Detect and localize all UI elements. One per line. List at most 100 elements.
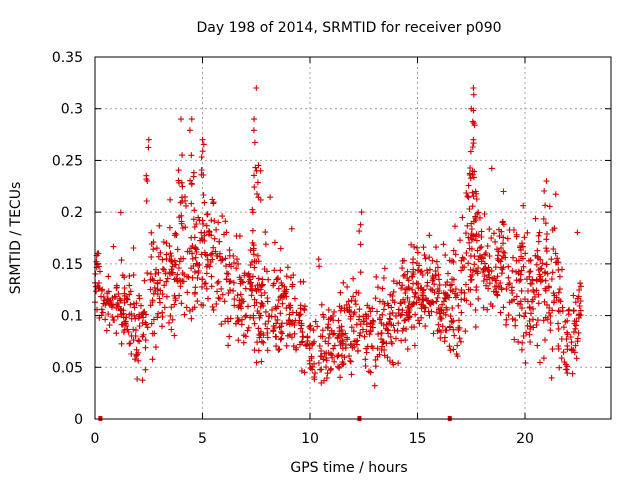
data-point <box>270 328 277 335</box>
data-point <box>193 249 200 255</box>
data-point <box>472 268 479 274</box>
data-point <box>178 179 185 186</box>
data-point <box>167 196 174 203</box>
data-point <box>450 276 457 283</box>
data-point <box>327 316 334 322</box>
data-point <box>408 241 415 248</box>
data-point <box>378 330 385 337</box>
data-point <box>447 287 454 294</box>
data-point <box>147 270 154 277</box>
data-point <box>421 252 428 259</box>
data-point <box>472 307 479 313</box>
data-point <box>465 194 472 201</box>
axes: 0 5 10 15 20 0 0.05 0.1 0.15 0.2 0.25 0.3 0.35 <box>52 50 611 447</box>
data-point <box>213 301 220 307</box>
data-point <box>472 188 479 195</box>
data-point <box>364 343 371 350</box>
data-point <box>227 315 234 322</box>
data-point <box>527 339 534 345</box>
data-point <box>178 300 185 307</box>
data-point <box>408 303 415 310</box>
data-point <box>574 338 581 345</box>
data-point <box>276 324 283 331</box>
data-point <box>366 304 373 311</box>
data-point <box>472 323 479 330</box>
data-point <box>346 353 353 360</box>
data-point <box>191 224 198 230</box>
data-point <box>208 217 215 224</box>
data-point <box>389 293 396 299</box>
y-tick-label: 0.35 <box>52 50 83 66</box>
data-point <box>249 239 256 246</box>
data-point <box>175 265 182 271</box>
data-point <box>380 338 387 345</box>
data-point <box>218 285 225 292</box>
data-point <box>462 328 469 335</box>
data-point <box>337 342 344 349</box>
data-point <box>283 342 290 349</box>
data-point <box>166 319 172 326</box>
data-point <box>337 289 344 296</box>
data-point <box>188 234 195 241</box>
data-point <box>518 305 525 312</box>
data-point <box>323 375 330 381</box>
data-point <box>213 226 220 233</box>
data-point <box>147 286 154 293</box>
data-point <box>274 276 281 283</box>
data-point <box>251 184 258 191</box>
data-point <box>357 241 364 248</box>
data-point <box>533 261 540 268</box>
data-point <box>206 231 212 238</box>
data-point <box>186 307 193 314</box>
data-point <box>329 352 335 359</box>
data-point <box>357 330 364 337</box>
data-point <box>444 279 451 286</box>
data-point <box>455 302 462 309</box>
data-point <box>537 278 544 285</box>
data-point <box>230 287 237 294</box>
data-point <box>564 370 571 377</box>
y-tick-label: 0.3 <box>61 102 83 118</box>
data-point <box>302 303 308 310</box>
data-point <box>486 280 493 287</box>
data-point <box>466 239 473 246</box>
y-axis-label: SRMTID / TECUs <box>8 182 24 295</box>
data-point <box>118 311 125 318</box>
data-point <box>288 225 295 232</box>
data-point <box>310 327 317 334</box>
data-point <box>500 253 507 260</box>
data-point <box>277 310 284 317</box>
y-tick-label: 0 <box>74 412 83 428</box>
data-point <box>160 239 167 245</box>
data-point <box>366 331 373 338</box>
data-point <box>148 229 155 236</box>
data-point <box>297 305 304 312</box>
data-point <box>211 218 218 224</box>
data-point <box>423 297 430 304</box>
data-point <box>484 266 491 273</box>
data-point <box>534 247 541 254</box>
data-point <box>179 183 186 190</box>
data-point <box>552 191 559 198</box>
data-point <box>372 295 379 302</box>
data-point <box>467 148 474 155</box>
data-point <box>517 271 524 278</box>
data-point <box>157 277 164 284</box>
data-point <box>549 346 556 353</box>
data-point <box>255 162 262 169</box>
data-point <box>412 311 419 318</box>
data-point <box>402 317 409 323</box>
data-point <box>373 273 380 280</box>
data-point <box>306 341 313 348</box>
data-point <box>446 323 453 330</box>
data-point <box>447 347 454 354</box>
data-point <box>288 334 295 341</box>
data-point <box>344 336 351 343</box>
data-point <box>522 310 529 317</box>
data-point <box>148 320 155 327</box>
data-point <box>325 334 332 341</box>
data-point <box>570 292 577 299</box>
data-point <box>240 332 247 339</box>
data-point <box>328 365 334 372</box>
data-point <box>138 302 144 309</box>
